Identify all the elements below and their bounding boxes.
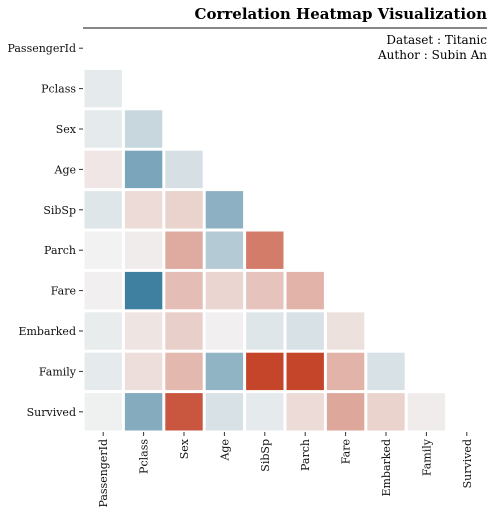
heatmap-cell-sibsp-pclass [124, 191, 163, 229]
heatmap-cells [84, 69, 446, 431]
heatmap-cell-survived-family [407, 393, 446, 431]
heatmap-cell-family-sibsp [246, 352, 284, 391]
x-tick-label-fare: Fare [340, 439, 353, 464]
heatmap-cell-family-fare [326, 352, 365, 391]
heatmap-cell-family-age [205, 352, 244, 391]
heatmap-cell-survived-sex [165, 393, 203, 431]
x-tick-label-pclass: Pclass [138, 439, 151, 474]
y-tick-label-sex: Sex [56, 123, 77, 136]
chart-title: Correlation Heatmap Visualization [195, 5, 488, 23]
x-tick-label-passengerid: PassengerId [97, 439, 110, 508]
heatmap-cell-sex-pclass [124, 110, 163, 148]
y-tick-label-embarked: Embarked [18, 325, 76, 338]
x-tick-label-embarked: Embarked [380, 439, 393, 497]
x-tick-label-sibsp: SibSp [259, 439, 272, 472]
x-axis: PassengerId Pclass Sex Age SibSp Parch Fare Emb… [97, 432, 474, 508]
heatmap-cell-fare-sibsp [246, 271, 284, 310]
heatmap-cell-survived-age [205, 393, 244, 431]
heatmap-cell-survived-parch [286, 393, 324, 431]
heatmap-cell-embarked-sex [165, 312, 203, 350]
heatmap-cell-age-pclass [124, 150, 163, 189]
heatmap-cell-fare-parch [286, 271, 324, 310]
heatmap-cell-embarked-sibsp [246, 312, 284, 350]
y-axis: PassengerId Pclass Sex Age SibSp Parch Fare Emb… [7, 42, 83, 419]
heatmap-cell-fare-age [205, 271, 244, 310]
heatmap-cell-sibsp-passengerid [84, 191, 122, 229]
heatmap-cell-fare-sex [165, 271, 203, 310]
heatmap-cell-embarked-passengerid [84, 312, 122, 350]
heatmap-cell-survived-embarked [367, 393, 405, 431]
heatmap-cell-parch-sex [165, 231, 203, 269]
heatmap-cell-survived-pclass [124, 393, 163, 431]
x-tick-label-sex: Sex [178, 438, 191, 459]
heatmap-cell-sibsp-sex [165, 191, 203, 229]
x-tick-label-family: Family [420, 438, 433, 476]
heatmap-cell-family-parch [286, 352, 324, 391]
y-tick-label-sibsp: SibSp [43, 204, 76, 217]
heatmap-cell-parch-passengerid [84, 231, 122, 269]
heatmap-cell-pclass-passengerid [84, 69, 122, 108]
heatmap-cell-fare-passengerid [84, 271, 122, 310]
heatmap-cell-age-sex [165, 150, 203, 189]
heatmap-cell-age-passengerid [84, 150, 122, 189]
heatmap-cell-survived-fare [326, 393, 365, 431]
y-tick-label-parch: Parch [44, 244, 76, 257]
y-tick-label-age: Age [54, 163, 77, 176]
heatmap-cell-sex-passengerid [84, 110, 122, 148]
heatmap-cell-parch-age [205, 231, 244, 269]
y-tick-label-survived: Survived [27, 406, 76, 419]
heatmap-cell-family-embarked [367, 352, 405, 391]
heatmap-cell-survived-passengerid [84, 393, 122, 431]
dataset-annotation: Dataset : Titanic [386, 33, 487, 47]
y-tick-label-family: Family [39, 365, 77, 378]
y-tick-label-fare: Fare [51, 285, 76, 298]
heatmap-cell-embarked-parch [286, 312, 324, 350]
author-annotation: Author : Subin An [377, 48, 487, 62]
heatmap-cell-family-pclass [124, 352, 163, 391]
heatmap-cell-parch-pclass [124, 231, 163, 269]
heatmap-cell-fare-pclass [124, 271, 163, 310]
y-tick-label-pclass: Pclass [41, 83, 76, 96]
x-tick-label-survived: Survived [461, 439, 474, 488]
x-tick-label-age: Age [218, 439, 231, 462]
heatmap-cell-embarked-pclass [124, 312, 163, 350]
heatmap-cell-embarked-age [205, 312, 244, 350]
heatmap-cell-sibsp-age [205, 191, 244, 229]
heatmap-cell-family-sex [165, 352, 203, 391]
heatmap-cell-embarked-fare [326, 312, 365, 350]
heatmap-cell-survived-sibsp [246, 393, 284, 431]
heatmap-cell-family-passengerid [84, 352, 122, 391]
heatmap-cell-parch-sibsp [246, 231, 284, 269]
y-tick-label-passengerid: PassengerId [7, 42, 76, 55]
x-tick-label-parch: Parch [299, 439, 312, 471]
